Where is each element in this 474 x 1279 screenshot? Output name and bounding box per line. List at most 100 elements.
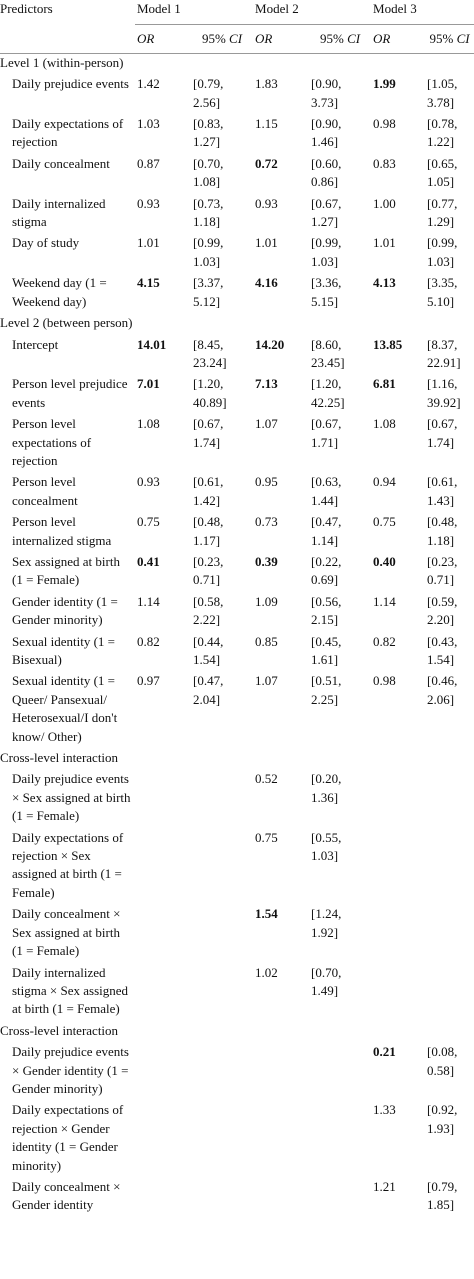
header-row: Predictors Model 1 Model 2 Model 3 <box>0 0 474 25</box>
or-value: 1.54 <box>255 906 278 922</box>
predictor-label: Person level expectations of rejection <box>12 416 92 468</box>
data-row: Daily prejudice events × Gender identity… <box>0 1043 474 1101</box>
or-value: 1.00 <box>373 195 396 211</box>
ci-value: [1.16, 39.92] <box>427 376 461 410</box>
empty-cell <box>309 1178 371 1218</box>
ci-value: [1.05, 3.78] <box>427 76 458 110</box>
or-value: 1.15 <box>255 116 278 132</box>
results-table: Predictors Model 1 Model 2 Model 3 OR 95%… <box>0 0 474 1218</box>
empty-cell <box>371 770 425 828</box>
data-row: Person level concealment 0.93 [0.61, 1.42]… <box>0 473 474 513</box>
ci-value: [0.67, 1.74] <box>193 416 224 450</box>
data-row: Daily internalized stigma × Sex assigned… <box>0 964 474 1022</box>
or-value: 1.08 <box>137 416 160 432</box>
ci-value: [0.46, 2.06] <box>427 673 458 707</box>
section-row: Level 2 (between person) <box>0 314 474 335</box>
ci-prefix: 95% <box>319 31 344 47</box>
ci-value: [1.20, 42.25] <box>311 376 345 410</box>
or-value: 0.75 <box>137 514 160 530</box>
predictor-label: Daily internalized stigma × Sex assigned… <box>12 964 129 1017</box>
ci-value: [0.99, 1.03] <box>311 235 342 269</box>
or-value: 1.09 <box>255 593 278 609</box>
subheader-cell <box>0 24 135 54</box>
or-value: 0.52 <box>255 771 278 787</box>
or-value: 1.02 <box>255 964 278 980</box>
subheader-ci: 95% CI <box>191 24 254 54</box>
empty-cell <box>425 964 474 1022</box>
ci-value: [0.67, 1.71] <box>311 416 342 450</box>
data-row: Daily expectations of rejection × Sex as… <box>0 829 474 906</box>
ci-value: [0.61, 1.43] <box>427 474 458 508</box>
empty-cell <box>253 1178 309 1218</box>
data-row: Intercept 14.01 [8.45, 23.24] 14.20 [8.60, 2… <box>0 336 474 376</box>
predictor-label: Weekend day (1 = Weekend day) <box>12 275 107 309</box>
ci-value: [0.67, 1.74] <box>427 416 458 450</box>
ci-italic: CI <box>229 31 243 47</box>
section-row: Cross-level interaction <box>0 749 474 770</box>
ci-value: [0.20, 1.36] <box>311 771 342 805</box>
or-value: 1.33 <box>373 1102 396 1118</box>
section-label: Cross-level interaction <box>0 750 119 766</box>
predictor-label: Sex assigned at birth (1 = Female) <box>12 553 120 588</box>
subheader-or: OR <box>371 24 426 54</box>
empty-cell <box>135 1101 191 1178</box>
ci-value: [0.79, 1.85] <box>427 1178 458 1213</box>
table-body: Predictors Model 1 Model 2 Model 3 OR 95%… <box>0 0 474 1218</box>
predictor-label: Daily prejudice events × Gender identity… <box>12 1044 129 1096</box>
ci-value: [0.77, 1.29] <box>427 195 458 230</box>
or-value: 0.93 <box>137 195 160 211</box>
or-value: 7.01 <box>137 376 160 392</box>
ci-value: [0.08, 0.58] <box>427 1044 458 1078</box>
empty-cell <box>191 964 253 1022</box>
or-value: 0.82 <box>373 633 396 649</box>
predictor-label: Daily prejudice events <box>12 76 129 92</box>
predictor-label: Person level concealment <box>12 474 78 508</box>
or-value: 0.98 <box>373 673 396 689</box>
data-row: Person level expectations of rejection 1.… <box>0 415 474 473</box>
empty-cell <box>253 1101 309 1178</box>
empty-cell <box>135 964 191 1022</box>
or-value: 1.07 <box>255 416 278 432</box>
ci-value: [0.44, 1.54] <box>193 633 224 667</box>
or-value: 1.99 <box>373 76 396 92</box>
ci-prefix: 95% <box>429 31 454 47</box>
or-value: 0.85 <box>255 633 278 649</box>
ci-value: [0.73, 1.18] <box>193 195 224 230</box>
ci-value: [8.45, 23.24] <box>193 336 227 370</box>
empty-cell <box>309 1101 371 1178</box>
predictor-label: Daily concealment × Gender identity <box>12 1178 121 1213</box>
or-value: 0.94 <box>373 474 396 490</box>
ci-value: [0.48, 1.17] <box>193 514 224 548</box>
data-row: Daily concealment 0.87 [0.70, 1.08] 0.72 [0.… <box>0 155 474 195</box>
ci-value: [0.90, 1.46] <box>311 116 342 150</box>
or-value: 0.95 <box>255 474 278 490</box>
empty-cell <box>135 770 191 828</box>
ci-value: [0.92, 1.93] <box>427 1102 458 1136</box>
empty-cell <box>191 1178 253 1218</box>
empty-cell <box>425 829 474 906</box>
or-value: 0.83 <box>373 155 396 171</box>
data-row: Weekend day (1 = Weekend day) 4.15 [3.37, … <box>0 274 474 314</box>
subheader-ci: 95% CI <box>309 24 372 54</box>
header-cell: Model 3 <box>373 1 417 16</box>
or-value: 0.87 <box>137 155 160 171</box>
empty-cell <box>371 905 425 963</box>
or-value: 0.82 <box>137 633 160 649</box>
ci-value: [0.83, 1.27] <box>193 116 224 150</box>
ci-value: [0.99, 1.03] <box>193 235 224 269</box>
predictor-label: Day of study <box>12 235 80 251</box>
or-value: 1.14 <box>373 593 396 609</box>
or-value: 1.14 <box>137 593 160 609</box>
ci-value: [0.79, 2.56] <box>193 76 224 110</box>
data-row: Person level prejudice events 7.01 [1.20, … <box>0 375 474 415</box>
subheader-or: OR <box>135 24 191 54</box>
ci-value: [0.78, 1.22] <box>427 116 458 150</box>
data-row: Daily concealment × Gender identity 1.21 [… <box>0 1178 474 1218</box>
ci-value: [3.35, 5.10] <box>427 275 458 309</box>
data-row: Gender identity (1 = Gender minority) 1.1… <box>0 593 474 633</box>
empty-cell <box>135 1178 191 1218</box>
or-value: 0.93 <box>255 195 278 211</box>
data-row: Sexual identity (1 = Bisexual) 0.82 [0.44,… <box>0 633 474 673</box>
or-value: 4.16 <box>255 275 278 291</box>
